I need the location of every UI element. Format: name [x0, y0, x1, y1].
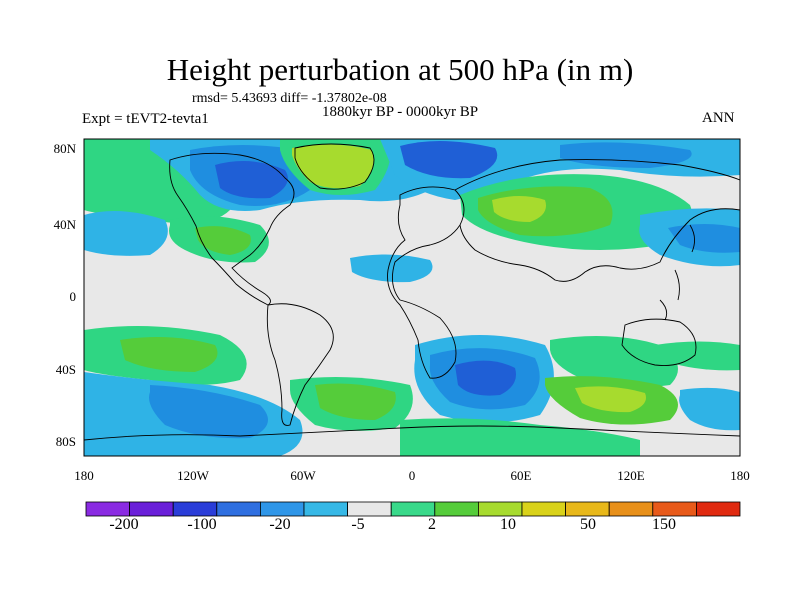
season-label: ANN [702, 110, 735, 126]
period-label: 1880kyr BP - 0000kyr BP [322, 104, 479, 120]
coast-greenland [294, 143, 375, 190]
lon-tick-120w: 120W [177, 468, 209, 483]
colorbar-box [347, 501, 392, 517]
anomaly-region-atlantic-blue [350, 254, 433, 283]
anomaly-region-pacific-west-blue [84, 211, 168, 256]
lon-tick-120e: 120E [617, 468, 645, 483]
colorbar-box [608, 501, 654, 517]
lon-tick-0: 0 [408, 468, 416, 483]
colorbar-label: -20 [269, 516, 291, 533]
colorbar [85, 501, 741, 517]
coastlines [84, 143, 740, 441]
colorbar-box [521, 501, 566, 517]
anomaly-region-ross-blue [679, 387, 740, 431]
coast-japan-islands [659, 224, 695, 321]
anomaly-region-namerica-lightgreen [195, 226, 251, 255]
anomaly-region-south-atlantic-darkblue [455, 360, 516, 396]
anomaly-region-antarctic-green [400, 418, 640, 456]
anomaly-region-south-pacific-lightgreen [120, 336, 218, 372]
colorbar-label: 150 [652, 516, 676, 533]
colorbar-box [565, 501, 610, 517]
colorbar-label: -200 [109, 516, 139, 533]
anomaly-region-canada-darkblue [215, 161, 288, 199]
colorbar-box [259, 501, 305, 517]
anomaly-region-australia-south-green [655, 341, 740, 371]
anomaly-region-npacific-midblue [668, 224, 740, 253]
anomaly-region-greenland-yellow [292, 144, 374, 189]
coast-australia [621, 318, 697, 366]
lat-tick-80s: 80S [55, 434, 76, 449]
anomaly-region-east-antarctic-yellow [575, 386, 646, 413]
colorbar-label: -100 [187, 516, 217, 533]
lat-tick-40n: 40N [53, 217, 76, 232]
anomaly-region-scandinavia-darkblue [400, 140, 498, 179]
colorbar-box [303, 501, 348, 517]
experiment-label: Expt = tEVT2-tevta1 [82, 111, 209, 127]
anomaly-region-southern-ocean-lightgreen [315, 383, 396, 420]
lat-tick-40s: 40S [55, 362, 76, 377]
colorbar-label: -5 [351, 516, 365, 533]
colorbar-box [172, 501, 218, 517]
colorbar-box [477, 501, 523, 517]
lat-tick-0: 0 [69, 289, 77, 304]
colorbar-box [129, 501, 174, 517]
stats-line: rmsd= 5.43693 diff= -1.37802e-08 [192, 91, 387, 106]
colorbar-label: 2 [428, 516, 436, 533]
lon-tick-180w: 180 [74, 468, 94, 483]
chart-title: Height perturbation at 500 hPa (in m) [166, 52, 634, 87]
coast-south-america [266, 303, 334, 426]
lon-tick-180e: 180 [730, 468, 750, 483]
colorbar-label: 10 [500, 516, 516, 533]
lon-tick-60e: 60E [510, 468, 532, 483]
coast-antarctica [84, 425, 740, 441]
lat-tick-80n: 80N [53, 141, 76, 156]
colorbar-box [652, 501, 697, 517]
height-field [84, 139, 740, 456]
coast-north-america [169, 152, 295, 306]
anomaly-region-siberia-midblue [560, 142, 692, 168]
colorbar-box [216, 501, 261, 517]
lon-tick-60w: 60W [290, 468, 316, 483]
map-frame [83, 138, 741, 457]
colorbar-box [434, 501, 479, 517]
colorbar-label: 50 [580, 516, 596, 533]
anomaly-region-asia-yellow [492, 196, 546, 222]
anomaly-region-southern-ocean-midblue [149, 385, 268, 439]
colorbar-box [85, 501, 130, 517]
coast-eurasia [454, 159, 740, 282]
colorbar-box [696, 501, 741, 517]
anomaly-region-south-indian-green [550, 336, 678, 388]
coast-europe-africa [387, 186, 465, 379]
colorbar-box [390, 501, 436, 517]
